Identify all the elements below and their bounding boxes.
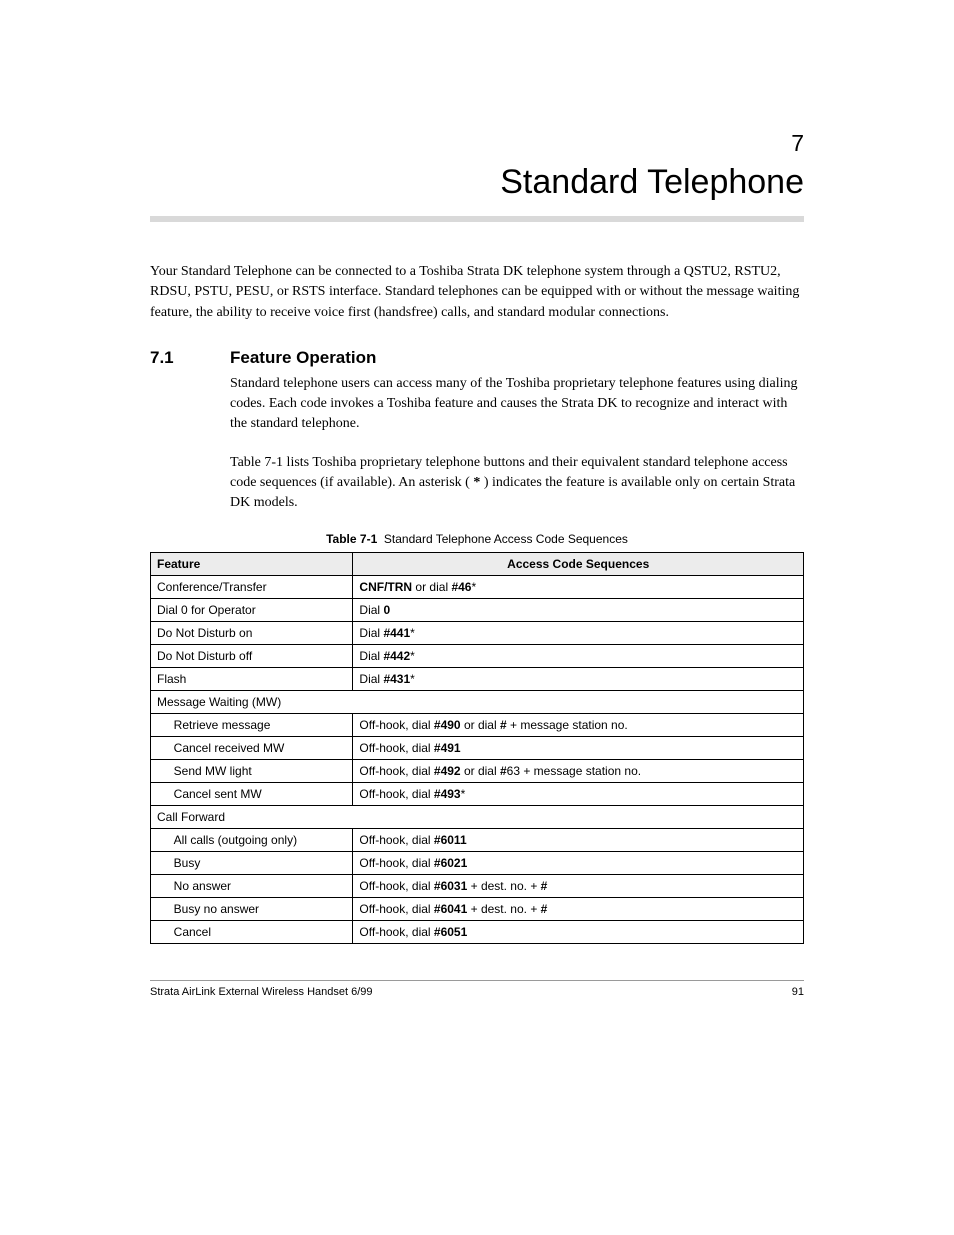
table-row: Do Not Disturb onDial #441* xyxy=(151,621,804,644)
body-paragraph-1: Standard telephone users can access many… xyxy=(230,374,804,435)
body-paragraph-2: Table 7-1 lists Toshiba proprietary tele… xyxy=(230,453,804,514)
cell-feature: No answer xyxy=(151,874,353,897)
cell-sequence: Off-hook, dial #6051 xyxy=(353,920,804,943)
table-body: Conference/TransferCNF/TRN or dial #46*D… xyxy=(151,575,804,943)
table-row: No answerOff-hook, dial #6031 + dest. no… xyxy=(151,874,804,897)
table-section-row: Call Forward xyxy=(151,805,804,828)
header-block: 7 Standard Telephone xyxy=(150,130,804,222)
table-row: Busy no answerOff-hook, dial #6041 + des… xyxy=(151,897,804,920)
footer-right: 91 xyxy=(792,986,804,998)
section-label: Call Forward xyxy=(151,805,804,828)
cell-feature: Send MW light xyxy=(151,759,353,782)
cell-feature: Cancel received MW xyxy=(151,736,353,759)
footer-left: Strata AirLink External Wireless Handset… xyxy=(150,986,373,998)
section-title: Feature Operation xyxy=(230,348,376,368)
cell-sequence: CNF/TRN or dial #46* xyxy=(353,575,804,598)
table-row: Dial 0 for OperatorDial 0 xyxy=(151,598,804,621)
cell-sequence: Dial #442* xyxy=(353,644,804,667)
table-row: Cancel sent MWOff-hook, dial #493* xyxy=(151,782,804,805)
table-caption: Table 7-1 Standard Telephone Access Code… xyxy=(150,532,804,546)
table-row: All calls (outgoing only)Off-hook, dial … xyxy=(151,828,804,851)
cell-sequence: Off-hook, dial #6011 xyxy=(353,828,804,851)
cell-feature: All calls (outgoing only) xyxy=(151,828,353,851)
cell-feature: Cancel sent MW xyxy=(151,782,353,805)
section-heading: 7.1 Feature Operation xyxy=(150,348,804,368)
cell-feature: Busy no answer xyxy=(151,897,353,920)
table-row: Do Not Disturb offDial #442* xyxy=(151,644,804,667)
cell-feature: Do Not Disturb off xyxy=(151,644,353,667)
page-footer: Strata AirLink External Wireless Handset… xyxy=(150,986,804,998)
column-header-feature: Feature xyxy=(151,552,353,575)
intro-paragraph: Your Standard Telephone can be connected… xyxy=(150,262,804,323)
cell-sequence: Off-hook, dial #6031 + dest. no. + # xyxy=(353,874,804,897)
table-row: CancelOff-hook, dial #6051 xyxy=(151,920,804,943)
table-row: BusyOff-hook, dial #6021 xyxy=(151,851,804,874)
cell-feature: Flash xyxy=(151,667,353,690)
cell-sequence: Dial 0 xyxy=(353,598,804,621)
cell-sequence: Off-hook, dial #490 or dial # + message … xyxy=(353,713,804,736)
cell-sequence: Dial #431* xyxy=(353,667,804,690)
cell-sequence: Off-hook, dial #491 xyxy=(353,736,804,759)
section-label: Message Waiting (MW) xyxy=(151,690,804,713)
chapter-title: Standard Telephone xyxy=(150,163,804,202)
table-row: Cancel received MWOff-hook, dial #491 xyxy=(151,736,804,759)
cell-sequence: Off-hook, dial #493* xyxy=(353,782,804,805)
column-header-sequence: Access Code Sequences xyxy=(353,552,804,575)
chapter-number: 7 xyxy=(150,130,804,157)
table-row: Retrieve messageOff-hook, dial #490 or d… xyxy=(151,713,804,736)
cell-sequence: Dial #441* xyxy=(353,621,804,644)
cell-sequence: Off-hook, dial #492 or dial #63 + messag… xyxy=(353,759,804,782)
table-row: FlashDial #431* xyxy=(151,667,804,690)
table-caption-label: Table 7-1 xyxy=(326,532,377,546)
cell-sequence: Off-hook, dial #6021 xyxy=(353,851,804,874)
table-row: Conference/TransferCNF/TRN or dial #46* xyxy=(151,575,804,598)
section-number: 7.1 xyxy=(150,348,230,368)
access-codes-table: Feature Access Code Sequences Conference… xyxy=(150,552,804,944)
cell-feature: Conference/Transfer xyxy=(151,575,353,598)
cell-feature: Do Not Disturb on xyxy=(151,621,353,644)
cell-sequence: Off-hook, dial #6041 + dest. no. + # xyxy=(353,897,804,920)
cell-feature: Busy xyxy=(151,851,353,874)
page: 7 Standard Telephone Your Standard Telep… xyxy=(0,0,954,1235)
cell-feature: Cancel xyxy=(151,920,353,943)
footer-rule xyxy=(150,980,804,981)
cell-feature: Retrieve message xyxy=(151,713,353,736)
table-section-row: Message Waiting (MW) xyxy=(151,690,804,713)
table-caption-text: Standard Telephone Access Code Sequences xyxy=(384,532,628,546)
cell-feature: Dial 0 for Operator xyxy=(151,598,353,621)
table-header-row: Feature Access Code Sequences xyxy=(151,552,804,575)
table-row: Send MW lightOff-hook, dial #492 or dial… xyxy=(151,759,804,782)
header-rule xyxy=(150,216,804,222)
